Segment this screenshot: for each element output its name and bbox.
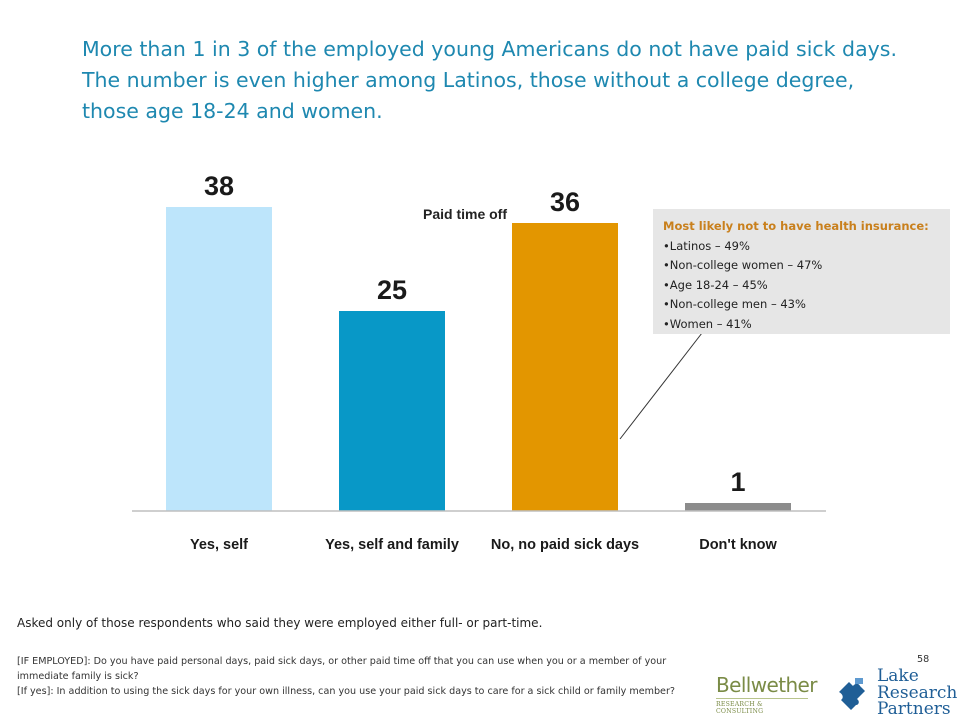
category-label: Don't know — [699, 537, 777, 553]
category-label: No, no paid sick days — [491, 537, 639, 553]
slide-headline: More than 1 in 3 of the employed young A… — [82, 37, 897, 123]
callout-title: Most likely not to have health insurance… — [663, 219, 929, 233]
health-insurance-callout: Most likely not to have health insurance… — [653, 209, 950, 334]
survey-question-text: [IF EMPLOYED]: Do you have paid personal… — [17, 654, 707, 699]
lake-research-partners-logo: Lake Research Partners — [835, 668, 957, 718]
bar-2 — [512, 223, 618, 511]
callout-list: Latinos – 49%Non-college women – 47%Age … — [663, 237, 940, 335]
callout-item: Non-college men – 43% — [663, 295, 940, 315]
category-label: Yes, self and family — [325, 537, 459, 553]
bar-value-label: 36 — [550, 187, 580, 217]
page-number: 58 — [917, 654, 930, 665]
callout-item: Women – 41% — [663, 315, 940, 335]
bar-value-label: 1 — [730, 467, 745, 497]
callout-item: Non-college women – 47% — [663, 256, 940, 276]
bar-value-label: 25 — [377, 275, 407, 305]
bellwether-logo-subtitle: RESEARCH & CONSULTING — [716, 698, 808, 715]
bar-3 — [685, 503, 791, 511]
lake-research-partners-wordmark: Lake Research Partners — [877, 668, 957, 718]
bellwether-logo-name: Bellwether — [716, 673, 817, 697]
lrp-word-partners: Partners — [877, 699, 951, 719]
bar-0 — [166, 207, 272, 511]
callout-connector-line — [619, 332, 703, 440]
lrp-word-research: Research — [877, 682, 958, 703]
callout-item: Age 18-24 – 45% — [663, 276, 940, 296]
bellwether-logo: Bellwether RESEARCH & CONSULTING — [716, 673, 817, 717]
chart-title: Paid time off — [423, 206, 507, 222]
puzzle-piece-icon — [839, 678, 865, 710]
bar-value-label: 38 — [204, 171, 234, 201]
lrp-word-lake: Lake — [877, 666, 919, 686]
bar-1 — [339, 311, 445, 511]
category-label: Yes, self — [190, 537, 248, 553]
question-employed: [IF EMPLOYED]: Do you have paid personal… — [17, 656, 667, 682]
footnote: Asked only of those respondents who said… — [17, 616, 543, 630]
callout-item: Latinos – 49% — [663, 237, 940, 257]
question-if-yes: [If yes]: In addition to using the sick … — [17, 686, 676, 697]
